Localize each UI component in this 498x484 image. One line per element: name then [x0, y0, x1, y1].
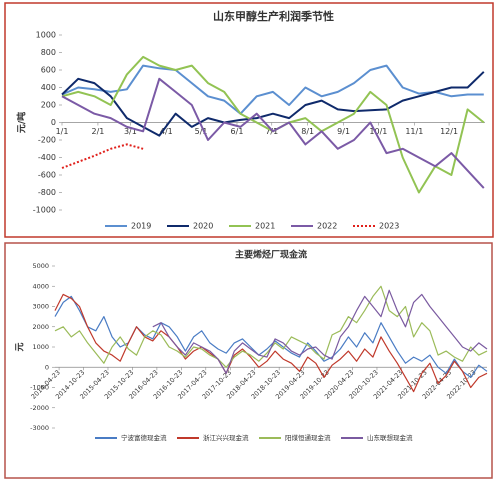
- x-tick-label: 8/1: [301, 127, 314, 136]
- x-tick-label: 6/1: [231, 127, 244, 136]
- x-tick-label: 10/1: [369, 127, 387, 136]
- x-tick-label: 5/1: [195, 127, 208, 136]
- y-tick-label: 1000: [36, 31, 56, 40]
- series-line: [54, 285, 488, 368]
- y-tick-label: 400: [41, 83, 56, 92]
- y-tick-label: 600: [41, 66, 56, 75]
- x-tick-label: 3/1: [124, 127, 137, 136]
- series-line: [61, 71, 485, 137]
- y-tick-label: -600: [38, 171, 56, 180]
- x-tick-label: 12/1: [440, 127, 458, 136]
- y-axis-label: 元/吨: [16, 112, 28, 133]
- series-line: [61, 77, 485, 189]
- y-tick-label: 4000: [32, 282, 49, 290]
- legend-label: 山东联想现金流: [367, 433, 413, 442]
- y-tick-label: 800: [41, 48, 56, 57]
- y-tick-label: 1000: [32, 343, 49, 351]
- x-tick-label: 11/1: [405, 127, 423, 136]
- y-tick-label: 3000: [32, 303, 49, 311]
- x-tick-label: 4/1: [160, 127, 173, 136]
- y-tick-label: -200: [38, 136, 56, 145]
- x-tick-label: 2/1: [91, 127, 104, 136]
- y-tick-label: 5000: [32, 262, 49, 270]
- legend-label: 宁波富德现金流: [121, 433, 167, 442]
- x-tick-label: 1/1: [56, 127, 69, 136]
- y-tick-label: -2000: [30, 404, 49, 412]
- legend-label: 2021: [255, 222, 275, 231]
- y-tick-label: 0: [51, 118, 56, 127]
- series-line: [152, 289, 488, 374]
- legend-label: 2020: [193, 222, 213, 231]
- legend-label: 浙江兴兴现金流: [203, 433, 249, 442]
- legend-label: 2023: [379, 222, 399, 231]
- x-tick-label: 9/1: [337, 127, 350, 136]
- y-tick-label: -1000: [30, 384, 49, 392]
- chart-title: 山东甲醇生产利润季节性: [213, 9, 334, 23]
- y-tick-label: -400: [38, 153, 56, 162]
- panel-border: [4, 2, 494, 238]
- panel-border: [4, 242, 493, 479]
- legend-label: 2019: [131, 222, 151, 231]
- y-tick-label: 0: [45, 363, 49, 371]
- legend-label: 2022: [317, 222, 337, 231]
- y-tick-label: -1000: [33, 206, 56, 215]
- series-line: [61, 143, 144, 169]
- series-line: [54, 295, 488, 378]
- y-tick-label: -3000: [30, 424, 49, 432]
- chart-title: 主要烯烃厂现金流: [235, 249, 307, 261]
- y-tick-label: 2000: [32, 323, 49, 331]
- y-tick-label: -800: [38, 188, 56, 197]
- series-line: [61, 64, 484, 115]
- y-axis-label: 元: [15, 342, 26, 351]
- legend-label: 阳煤恒通现金流: [285, 433, 331, 442]
- y-tick-label: 200: [41, 101, 56, 110]
- series-line: [61, 55, 485, 194]
